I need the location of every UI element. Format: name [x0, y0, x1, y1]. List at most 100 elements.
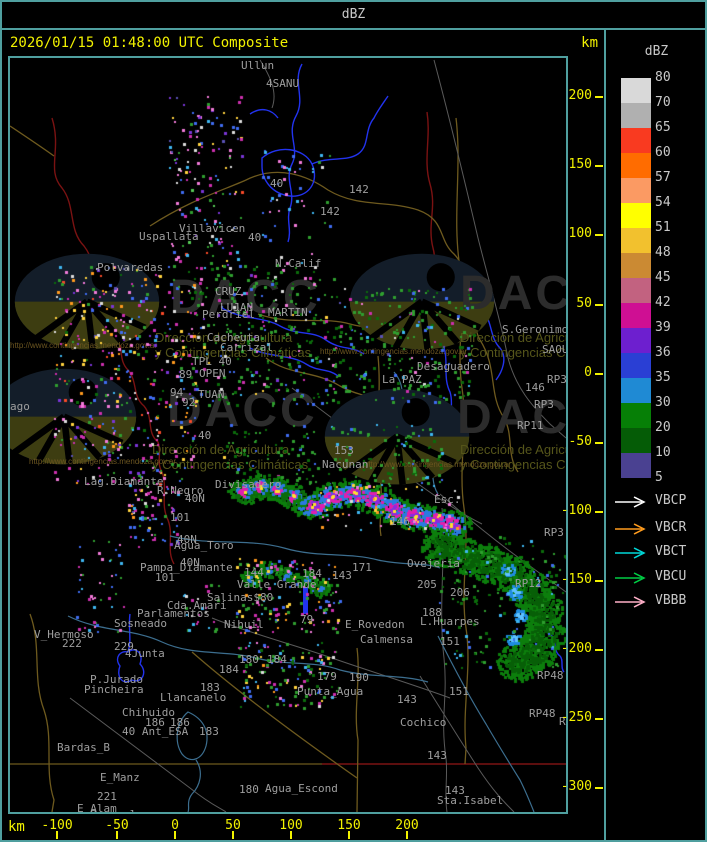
- vector-label: VBCU: [655, 569, 687, 584]
- bottom-axis-tick: [348, 831, 350, 839]
- map-label: Cochico: [400, 716, 447, 729]
- dbz-scale-block: [621, 178, 651, 203]
- dbz-scale-block: [621, 428, 651, 453]
- map-label: RP12: [515, 577, 542, 590]
- map-label: V_Hermoso: [34, 628, 94, 641]
- map-label: 40N: [177, 533, 197, 546]
- map-label: 40: [270, 177, 284, 190]
- map-label: E_Alam: [77, 802, 117, 814]
- map-label: 92: [182, 396, 196, 409]
- map-label: 183: [199, 725, 219, 738]
- map-label: Perdriel: [202, 308, 255, 321]
- dbz-scale-label: 39: [655, 320, 671, 335]
- bottom-axis-label: -50: [105, 818, 129, 833]
- map-label: 184: [302, 567, 322, 580]
- right-axis-tick: [595, 718, 603, 720]
- map-label: P.Jurado: [90, 673, 143, 686]
- map-label: 179: [317, 670, 337, 683]
- map-label: 40: [198, 429, 212, 442]
- vector-label: VBBB: [655, 593, 687, 608]
- map-label: La PAZ: [382, 373, 422, 386]
- map-label: Agua_Escond: [265, 782, 338, 795]
- map-label: RP48: [537, 669, 564, 682]
- map-label: 188: [422, 606, 442, 619]
- right-axis-tick: [595, 165, 603, 167]
- map-label: 184: [219, 663, 239, 676]
- map-label: Calmensa: [360, 633, 413, 646]
- map-label: 171: [352, 561, 372, 574]
- right-axis-tick: [595, 511, 603, 513]
- vector-label: VBCP: [655, 493, 687, 508]
- map-label: Valle Grande: [237, 578, 317, 591]
- dbz-scale-label: 51: [655, 220, 671, 235]
- map-label: 40N: [180, 556, 200, 569]
- dbz-scale-label: 20: [655, 420, 671, 435]
- dbz-scale-label: 60: [655, 145, 671, 160]
- map-label: 101: [170, 511, 190, 524]
- map-label: Divisadero: [215, 478, 282, 491]
- map-label: Esc.: [434, 493, 461, 506]
- title-bar: dBZ: [0, 0, 707, 30]
- map-label: OPEN: [199, 367, 226, 380]
- map-label: Nihuil: [224, 618, 264, 631]
- map-label: 229: [114, 640, 134, 653]
- map-label: Pampa_Diamante: [140, 561, 233, 574]
- map-label: Nacunan: [322, 458, 369, 471]
- dbz-scale-label: 42: [655, 295, 671, 310]
- map-label: Punta_Agua: [297, 685, 364, 698]
- right-axis-tick: [595, 580, 603, 582]
- map-label: 143: [427, 749, 447, 762]
- map-label: Pasarela: [90, 809, 143, 812]
- legend-panel: dBZ 80 70 65 60 57 54 51 48 45 42 39 36 35 30 20 10 5 VB…: [604, 30, 707, 842]
- map-label: RP: [559, 715, 566, 728]
- dbz-scale-block: [621, 278, 651, 303]
- dbz-scale-block: [621, 328, 651, 353]
- map-label: ago: [10, 400, 30, 413]
- map-label: 144: [244, 566, 264, 579]
- map-label: RP3: [547, 373, 567, 386]
- dbz-scale-block: [621, 378, 651, 403]
- map-label: 180: [239, 653, 259, 666]
- bottom-axis-label: 0: [171, 818, 179, 833]
- map-label: 205: [417, 578, 437, 591]
- dbz-scale-label: 30: [655, 395, 671, 410]
- dbz-scale-block: [621, 78, 651, 103]
- map-label: 184: [267, 653, 287, 666]
- map-label: 221: [97, 790, 117, 803]
- right-axis-unit: km: [581, 35, 598, 51]
- map-label: L.Huarpes: [420, 615, 480, 628]
- map-label: 190: [349, 671, 369, 684]
- map-label: Lag.Diamante: [84, 475, 164, 488]
- map-label: Salinas$80: [207, 591, 274, 604]
- bottom-axis-label: 50: [225, 818, 241, 833]
- right-axis-tick: [595, 373, 603, 375]
- map-label: Parlamentos: [137, 607, 210, 620]
- dbz-scale-block: [621, 153, 651, 178]
- right-axis-tick: [595, 304, 603, 306]
- map-label: 94: [170, 386, 184, 399]
- map-label: 143: [445, 784, 465, 797]
- dbz-scale-label: 10: [655, 445, 671, 460]
- dbz-scale-block: [621, 453, 651, 478]
- radar-map: DACCDACCDACCDACCDirección de Agricultura…: [8, 56, 568, 814]
- map-label: TPL 40: [192, 355, 232, 368]
- dbz-scale-block: [621, 228, 651, 253]
- map-label: 146: [525, 381, 545, 394]
- timestamp-label: 2026/01/15 01:48:00 UTC Composite: [10, 35, 289, 51]
- dbz-scale-block: [621, 128, 651, 153]
- map-label: 79: [300, 613, 314, 626]
- right-axis-tick: [595, 787, 603, 789]
- bottom-axis-tick: [116, 831, 118, 839]
- map-label-layer: Ullun 4SANU Villavicen 40 Uspallata Polvareda…: [10, 58, 566, 812]
- map-label: 186: [170, 716, 190, 729]
- map-label: 151: [440, 635, 460, 648]
- right-axis-tick: [595, 96, 603, 98]
- map-label: Ovejeria: [407, 557, 460, 570]
- right-axis-tick: [595, 234, 603, 236]
- map-label: 89: [179, 368, 193, 381]
- right-axis-tick: [595, 649, 603, 651]
- map-label: 40 Ant_ESA: [122, 725, 189, 738]
- bottom-axis-tick: [56, 831, 58, 839]
- dbz-scale-label: 48: [655, 245, 671, 260]
- map-label: TUAN: [198, 388, 225, 401]
